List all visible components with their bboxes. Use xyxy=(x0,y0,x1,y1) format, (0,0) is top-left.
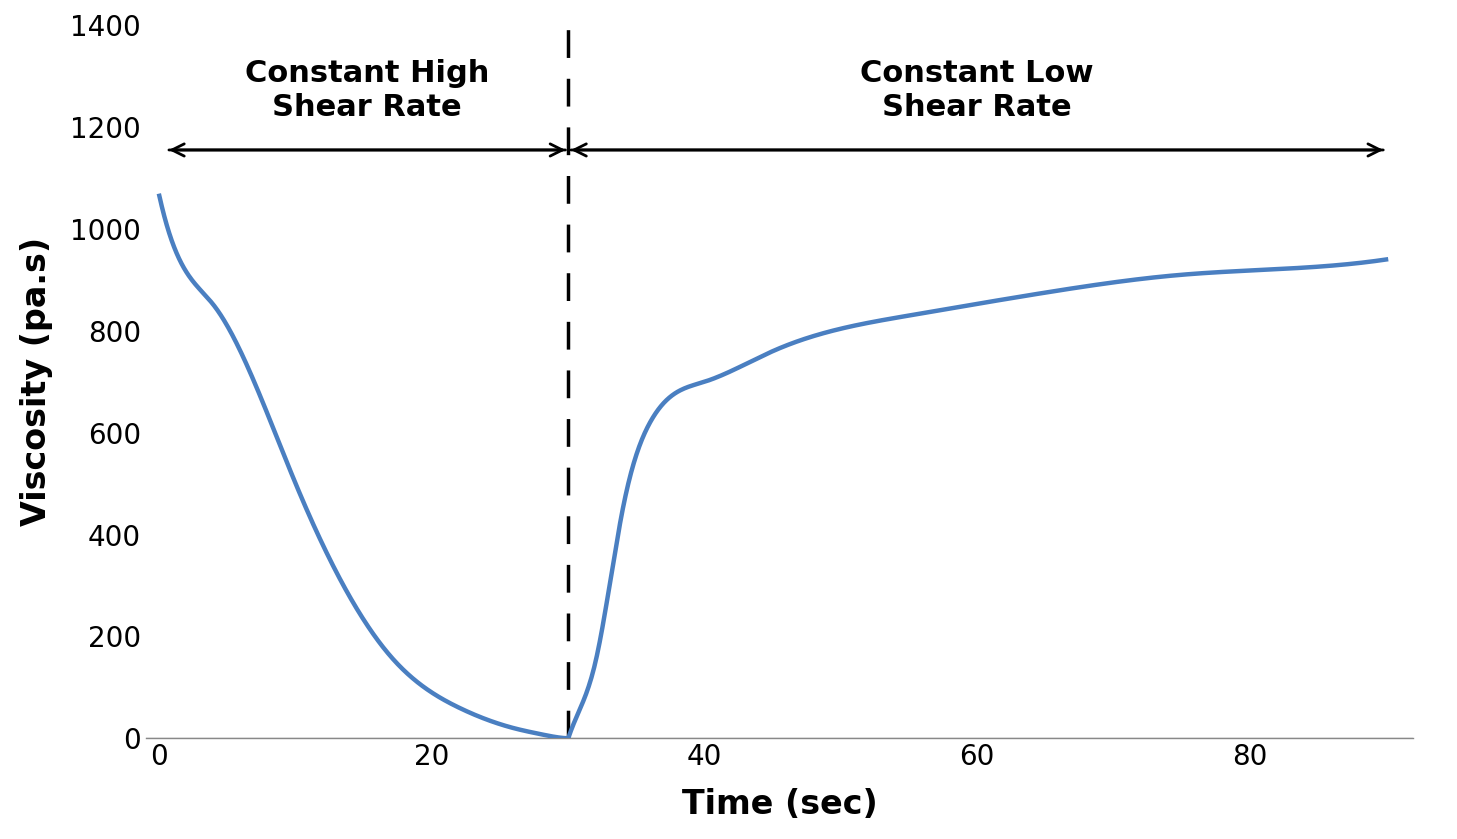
Y-axis label: Viscosity (pa.s): Viscosity (pa.s) xyxy=(20,237,54,526)
Text: Constant High
Shear Rate: Constant High Shear Rate xyxy=(245,60,490,122)
Text: Constant Low
Shear Rate: Constant Low Shear Rate xyxy=(861,60,1094,122)
X-axis label: Time (sec): Time (sec) xyxy=(682,788,877,821)
